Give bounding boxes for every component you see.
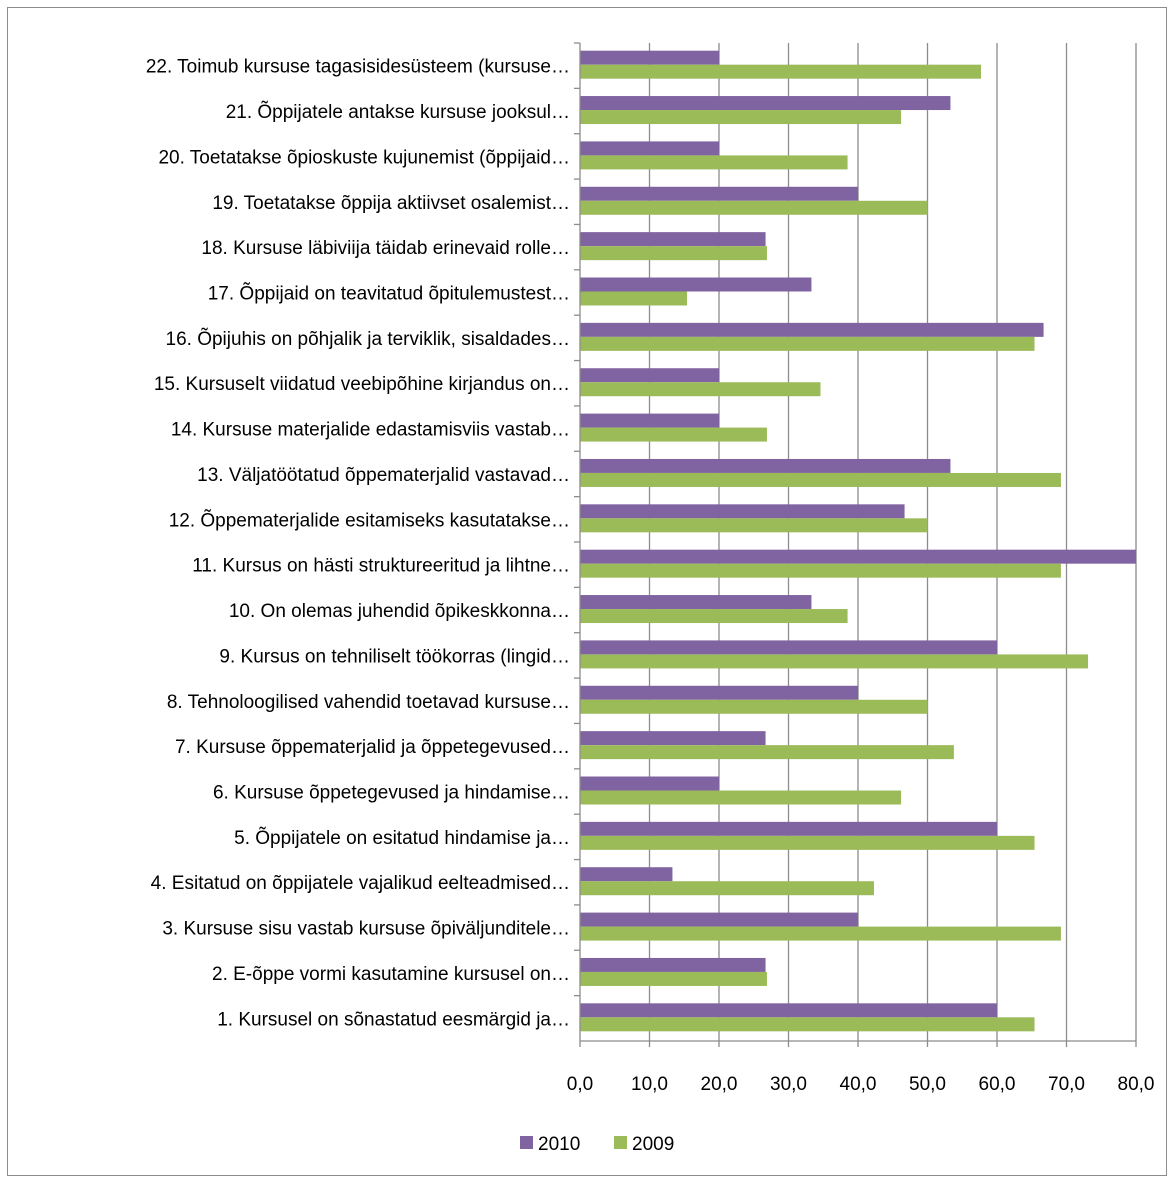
axes — [574, 42, 1137, 1047]
bar-2009-19 — [580, 200, 928, 215]
legend: 2010 2009 — [520, 1134, 674, 1155]
bar-2010-20 — [580, 141, 719, 156]
bar-2010-15 — [580, 368, 719, 383]
bar-2009-8 — [580, 699, 928, 714]
bar-2010-17 — [580, 277, 812, 292]
bar-2009-13 — [580, 472, 1061, 487]
x-tick-label: 60,0 — [979, 1074, 1016, 1095]
x-tick-label: 10,0 — [631, 1074, 668, 1095]
bar-2010-22 — [580, 50, 719, 65]
bar-2010-9 — [580, 640, 997, 655]
x-tick-label: 0,0 — [567, 1074, 593, 1095]
bars — [580, 50, 1136, 1032]
bar-2010-1 — [580, 1003, 997, 1018]
bar-2009-6 — [580, 790, 902, 805]
x-tick-label: 20,0 — [701, 1074, 738, 1095]
category-label: 21. Õppijatele antakse kursuse jooksul… — [226, 101, 570, 123]
bar-2010-19 — [580, 186, 858, 201]
category-labels: 1. Kursusel on sõnastatud eesmärgid ja… 2… — [146, 57, 570, 1031]
bar-2009-18 — [580, 246, 767, 261]
bar-2009-16 — [580, 336, 1035, 351]
bar-2010-12 — [580, 504, 905, 519]
category-label: 18. Kursuse läbiviija täidab erinevaid r… — [201, 238, 570, 259]
bar-2010-16 — [580, 322, 1044, 337]
bar-2009-15 — [580, 382, 821, 397]
legend-swatch-2009 — [614, 1136, 627, 1149]
bar-2009-21 — [580, 110, 902, 125]
legend-label-2009: 2009 — [632, 1134, 674, 1155]
category-label: 5. Õppijatele on esitatud hindamise ja… — [234, 827, 570, 849]
bar-2010-4 — [580, 867, 673, 882]
category-label: 14. Kursuse materjalide edastamisviis va… — [171, 420, 570, 441]
category-label: 1. Kursusel on sõnastatud eesmärgid ja… — [217, 1009, 570, 1030]
bar-2009-12 — [580, 518, 928, 533]
category-label: 4. Esitatud on õppijatele vajalikud eelt… — [151, 873, 570, 894]
bar-2009-10 — [580, 609, 848, 624]
category-label: 8. Tehnoloogilised vahendid toetavad kur… — [167, 692, 570, 713]
category-label: 11. Kursus on hästi struktureeritud ja l… — [192, 556, 570, 577]
bar-2010-14 — [580, 413, 719, 428]
bar-2009-20 — [580, 155, 848, 170]
x-tick-label: 30,0 — [770, 1074, 807, 1095]
legend-label-2010: 2010 — [538, 1134, 580, 1155]
category-label: 7. Kursuse õppematerjalid ja õppetegevus… — [175, 737, 570, 758]
bar-2010-5 — [580, 821, 997, 836]
bar-2009-3 — [580, 926, 1061, 941]
bar-2009-9 — [580, 654, 1089, 669]
bar-2009-14 — [580, 427, 767, 442]
x-tick-label: 70,0 — [1048, 1074, 1085, 1095]
bar-2010-13 — [580, 458, 951, 473]
bar-2009-5 — [580, 835, 1035, 850]
bar-2010-3 — [580, 912, 858, 927]
bar-2009-17 — [580, 291, 688, 306]
bar-2010-21 — [580, 96, 951, 111]
legend-swatch-2010 — [520, 1136, 533, 1149]
bar-2010-7 — [580, 731, 766, 746]
category-label: 3. Kursuse sisu vastab kursuse õpiväljun… — [162, 919, 570, 940]
category-label: 6. Kursuse õppetegevused ja hindamise… — [213, 783, 570, 804]
category-label: 15. Kursuselt viidatud veebipõhine kirja… — [154, 374, 570, 395]
bar-2010-8 — [580, 685, 858, 700]
category-label: 13. Väljatöötatud õppematerjalid vastava… — [197, 465, 570, 486]
category-label: 20. Toetatakse õpioskuste kujunemist (õp… — [158, 147, 570, 168]
bar-2010-6 — [580, 776, 719, 791]
bar-2009-22 — [580, 64, 982, 79]
category-label: 12. Õppematerjalide esitamiseks kasutata… — [169, 509, 570, 531]
bar-2010-18 — [580, 232, 766, 247]
x-tick-label: 40,0 — [840, 1074, 877, 1095]
x-tick-label: 80,0 — [1118, 1074, 1155, 1095]
category-label: 19. Toetatakse õppija aktiivset osalemis… — [212, 193, 570, 214]
bar-2009-7 — [580, 745, 954, 760]
category-label: 2. E-õppe vormi kasutamine kursusel on… — [212, 964, 570, 985]
x-tick-labels: 0,0 10,0 20,0 30,0 40,0 50,0 60,0 70,0 80,0 — [567, 1074, 1155, 1095]
bar-2009-2 — [580, 971, 767, 986]
bar-2010-10 — [580, 595, 812, 610]
bar-2010-11 — [580, 549, 1136, 564]
bar-2009-11 — [580, 563, 1061, 578]
bar-2010-2 — [580, 957, 766, 972]
category-label: 10. On olemas juhendid õpikeskkonna… — [229, 601, 570, 622]
category-label: 16. Õpijuhis on põhjalik ja terviklik, s… — [166, 328, 570, 350]
category-label: 9. Kursus on tehniliselt töökorras (ling… — [219, 646, 570, 667]
bar-2009-4 — [580, 881, 874, 896]
category-label: 17. Õppijaid on teavitatud õpitulemustes… — [208, 283, 570, 305]
bar-2009-1 — [580, 1017, 1035, 1032]
category-label: 22. Toimub kursuse tagasisidesüsteem (ku… — [146, 57, 570, 78]
x-tick-label: 50,0 — [909, 1074, 946, 1095]
